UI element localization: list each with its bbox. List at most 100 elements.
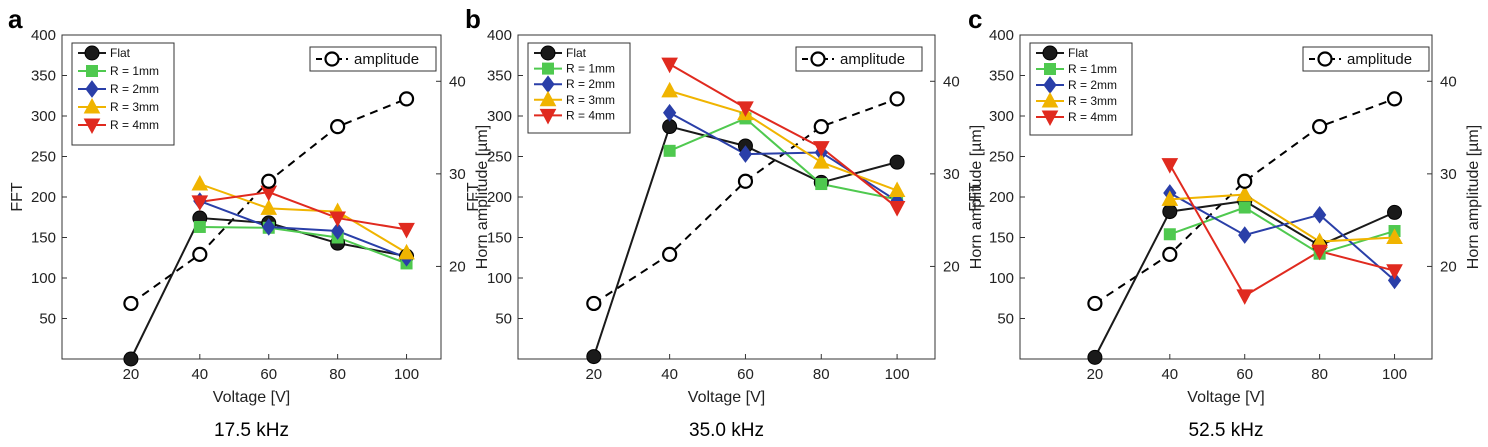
x-tick-label: 80 [1311,366,1328,383]
data-point [737,101,754,117]
legend-entry-label: R = 2mm [1068,78,1117,92]
series-line [199,200,407,259]
series-line [1169,192,1396,282]
legend-entry-label: Flat [566,46,587,60]
frequency-caption: 17.5 kHz [214,420,289,441]
legend-entry-label: R = 2mm [566,77,615,91]
y-axis-label: FFT [967,182,984,212]
data-point [661,81,678,98]
series-line [1169,206,1395,255]
legend-entry-label: R = 3mm [1068,94,1117,108]
legend-entry-label: Flat [1068,46,1089,60]
y-tick-label: 250 [31,149,56,166]
panel-letter: a [8,4,23,34]
y-tick-label: 300 [487,108,512,125]
data-point [1387,271,1402,290]
data-point [1311,244,1328,261]
data-point [888,201,906,217]
x-tick-label: 20 [585,366,602,383]
legend-swatch-marker [83,118,101,135]
amplitude-point [261,173,277,189]
data-point [191,174,209,191]
y-tick-label: 50 [39,311,56,328]
amplitude-legend-label: amplitude [1347,51,1412,68]
data-point [812,141,830,157]
y-tick-label: 400 [31,27,56,44]
series-line [1169,193,1395,243]
x-tick-label: 80 [329,366,346,383]
data-point [1161,190,1179,206]
x-tick-label: 20 [1087,366,1104,383]
x-tick-label: 60 [1236,366,1253,383]
y-tick-label: 150 [989,230,1014,247]
right-y-tick-label: 30 [1440,166,1457,183]
x-tick-label: 40 [191,366,208,383]
amplitude-point [192,246,208,262]
x-tick-label: 60 [737,366,754,383]
y-axis-label: FFT [465,182,482,212]
data-point [1313,205,1327,224]
y-tick-label: 350 [989,68,1014,85]
data-point [1163,228,1176,241]
legend-entry-label: R = 4mm [110,118,159,132]
legend-swatch-marker [86,65,98,77]
data-point [663,103,677,122]
right-y-tick-label: 30 [943,166,960,183]
amplitude-point [1312,119,1328,135]
data-point [329,211,346,228]
data-point [1386,228,1403,244]
data-point [662,119,678,135]
right-y-tick-label: 20 [943,258,960,275]
legend-entry-label: R = 4mm [566,108,615,122]
legend-swatch-marker [1042,45,1058,61]
legend-entry-label: R = 2mm [110,82,159,96]
y-tick-label: 350 [31,68,56,85]
data-point [398,243,415,260]
x-axis-label: Voltage [V] [688,389,765,406]
x-tick-label: 100 [1382,366,1407,383]
amplitude-point [1087,295,1103,312]
right-y-axis-label: Horn amplitude [µm] [474,125,491,269]
series-line [199,225,407,265]
x-axis-label: Voltage [V] [1187,389,1264,406]
x-tick-label: 100 [394,366,419,383]
y-axis-label: FFT [9,182,26,212]
y-tick-label: 200 [31,189,56,206]
frequency-caption: 35.0 kHz [689,420,764,441]
legend-swatch-marker [83,97,101,114]
y-tick-label: 150 [31,230,56,247]
data-point [889,154,905,170]
y-tick-label: 250 [989,149,1014,166]
series-line [669,63,898,209]
data-point [812,153,830,169]
data-point [888,181,906,198]
right-y-tick-label: 40 [1440,73,1457,90]
data-point [1386,264,1403,280]
right-y-axis-label: Horn amplitude [µm] [968,125,985,269]
legend-entry-label: R = 4mm [1068,110,1117,124]
amplitude-line [593,97,898,305]
data-point [262,218,276,236]
data-point [331,222,345,240]
panel-c: c 50 100 150 200 250 300 350 400 20 30 40 20 40 60 80 10… [967,4,1482,441]
right-y-tick-label: 40 [943,73,960,90]
legend-swatch-marker [1041,110,1059,127]
legend-swatch-marker [539,108,557,125]
x-tick-label: 60 [260,366,277,383]
y-tick-label: 200 [487,189,512,206]
x-tick-label: 100 [885,366,910,383]
data-point [1387,204,1403,220]
data-point [1236,185,1254,202]
legend-entry-label: R = 3mm [566,93,615,107]
data-point [398,222,415,239]
series-line [1168,164,1395,298]
panel-letter: b [465,4,481,34]
legend-swatch-marker [539,90,557,107]
amplitude-point [123,295,139,312]
data-point [663,144,676,157]
amplitude-legend-marker [1317,51,1333,67]
right-y-tick-label: 40 [449,73,466,90]
amplitude-point [330,119,346,135]
y-tick-label: 200 [989,189,1014,206]
